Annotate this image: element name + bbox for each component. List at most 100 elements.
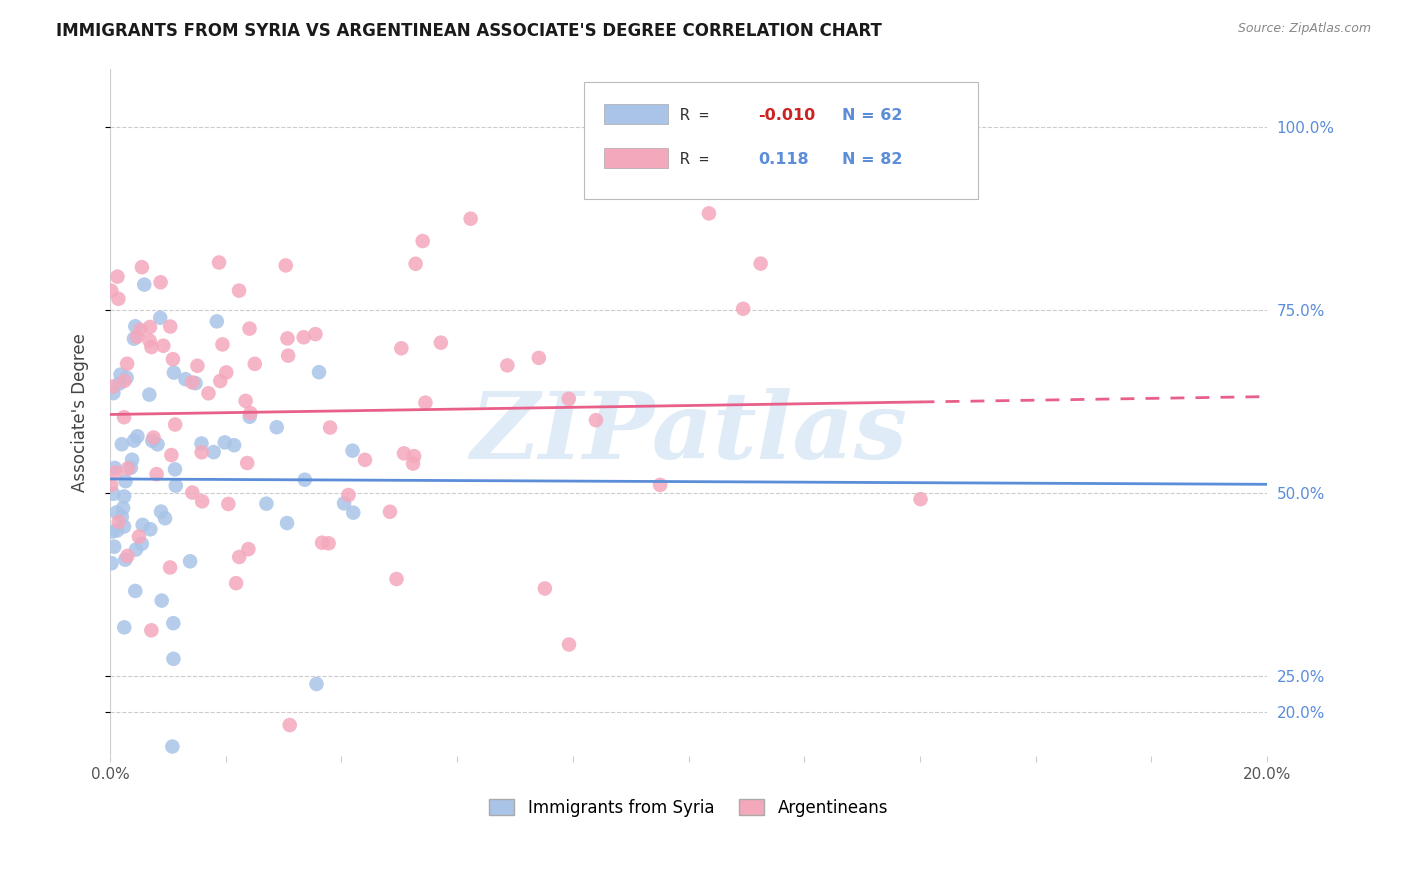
Point: [333, 496, 356, 510]
Point: [100, 478, 122, 492]
Point: [122, 332, 145, 346]
Point: [235, 393, 257, 408]
Point: [238, 321, 260, 335]
Point: [107, 269, 129, 284]
Point: [412, 234, 434, 248]
Point: [131, 260, 153, 275]
Text: N = 82: N = 82: [842, 152, 903, 167]
Point: [378, 505, 401, 519]
Point: [236, 456, 259, 470]
Point: [117, 549, 139, 563]
Point: [342, 443, 364, 458]
Point: [211, 337, 233, 351]
Point: [585, 413, 607, 427]
Point: [149, 310, 172, 325]
Point: [342, 506, 364, 520]
Point: [107, 515, 129, 529]
Point: [112, 410, 135, 425]
Point: [308, 365, 330, 379]
Point: [114, 474, 136, 488]
Point: [430, 335, 453, 350]
Point: [292, 330, 315, 344]
Point: [165, 417, 187, 432]
Point: [108, 376, 131, 391]
Point: [125, 542, 148, 557]
Point: [131, 537, 153, 551]
Point: [159, 560, 181, 574]
Point: [733, 301, 755, 316]
Point: [239, 409, 262, 424]
Point: [105, 505, 128, 519]
Point: [138, 334, 160, 348]
Point: [141, 624, 163, 638]
Point: [162, 652, 184, 666]
Point: [305, 677, 328, 691]
Point: [354, 453, 377, 467]
Point: [385, 572, 408, 586]
Point: [186, 359, 208, 373]
Point: [134, 277, 156, 292]
Point: [111, 437, 134, 451]
Point: [165, 478, 187, 492]
Point: [558, 392, 581, 406]
Point: [163, 462, 186, 476]
Legend: Immigrants from Syria, Argentineans: Immigrants from Syria, Argentineans: [482, 792, 894, 823]
Point: [225, 576, 247, 591]
FancyBboxPatch shape: [585, 82, 977, 199]
Point: [112, 519, 135, 533]
Point: [114, 552, 136, 566]
Point: [276, 331, 298, 345]
Text: Source: ZipAtlas.com: Source: ZipAtlas.com: [1237, 22, 1371, 36]
Point: [115, 370, 138, 384]
Point: [181, 376, 204, 390]
Point: [337, 488, 360, 502]
Point: [146, 437, 169, 451]
Point: [239, 406, 262, 420]
Point: [527, 351, 550, 365]
Point: [162, 352, 184, 367]
Point: [149, 275, 172, 289]
Point: [202, 445, 225, 459]
Point: [103, 540, 125, 554]
Point: [404, 449, 426, 463]
Point: [311, 535, 333, 549]
Point: [152, 339, 174, 353]
Point: [910, 492, 932, 507]
Point: [115, 357, 138, 371]
Point: [277, 349, 299, 363]
Point: [150, 593, 173, 607]
Point: [101, 524, 124, 539]
Point: [208, 255, 231, 269]
Point: [254, 497, 277, 511]
Point: [319, 420, 342, 434]
Point: [153, 511, 176, 525]
Point: [117, 461, 139, 475]
Point: [131, 517, 153, 532]
Point: [181, 485, 204, 500]
Point: [318, 536, 340, 550]
Point: [100, 556, 122, 570]
Point: [138, 387, 160, 401]
Point: [294, 473, 316, 487]
Point: [103, 487, 125, 501]
Point: [142, 430, 165, 444]
Point: [389, 341, 412, 355]
Point: [214, 435, 236, 450]
Point: [139, 522, 162, 536]
Point: [243, 357, 266, 371]
Point: [121, 452, 143, 467]
Point: [460, 211, 482, 226]
Text: IMMIGRANTS FROM SYRIA VS ARGENTINEAN ASSOCIATE'S DEGREE CORRELATION CHART: IMMIGRANTS FROM SYRIA VS ARGENTINEAN ASS…: [56, 22, 882, 40]
Text: N = 62: N = 62: [842, 108, 903, 123]
Point: [127, 429, 149, 443]
Point: [197, 386, 219, 401]
Point: [159, 319, 181, 334]
Point: [112, 620, 135, 634]
Point: [150, 505, 173, 519]
Point: [190, 436, 212, 450]
Point: [104, 461, 127, 475]
Point: [222, 438, 245, 452]
Point: [415, 395, 437, 409]
Point: [217, 497, 239, 511]
Text: -0.010: -0.010: [758, 108, 815, 123]
